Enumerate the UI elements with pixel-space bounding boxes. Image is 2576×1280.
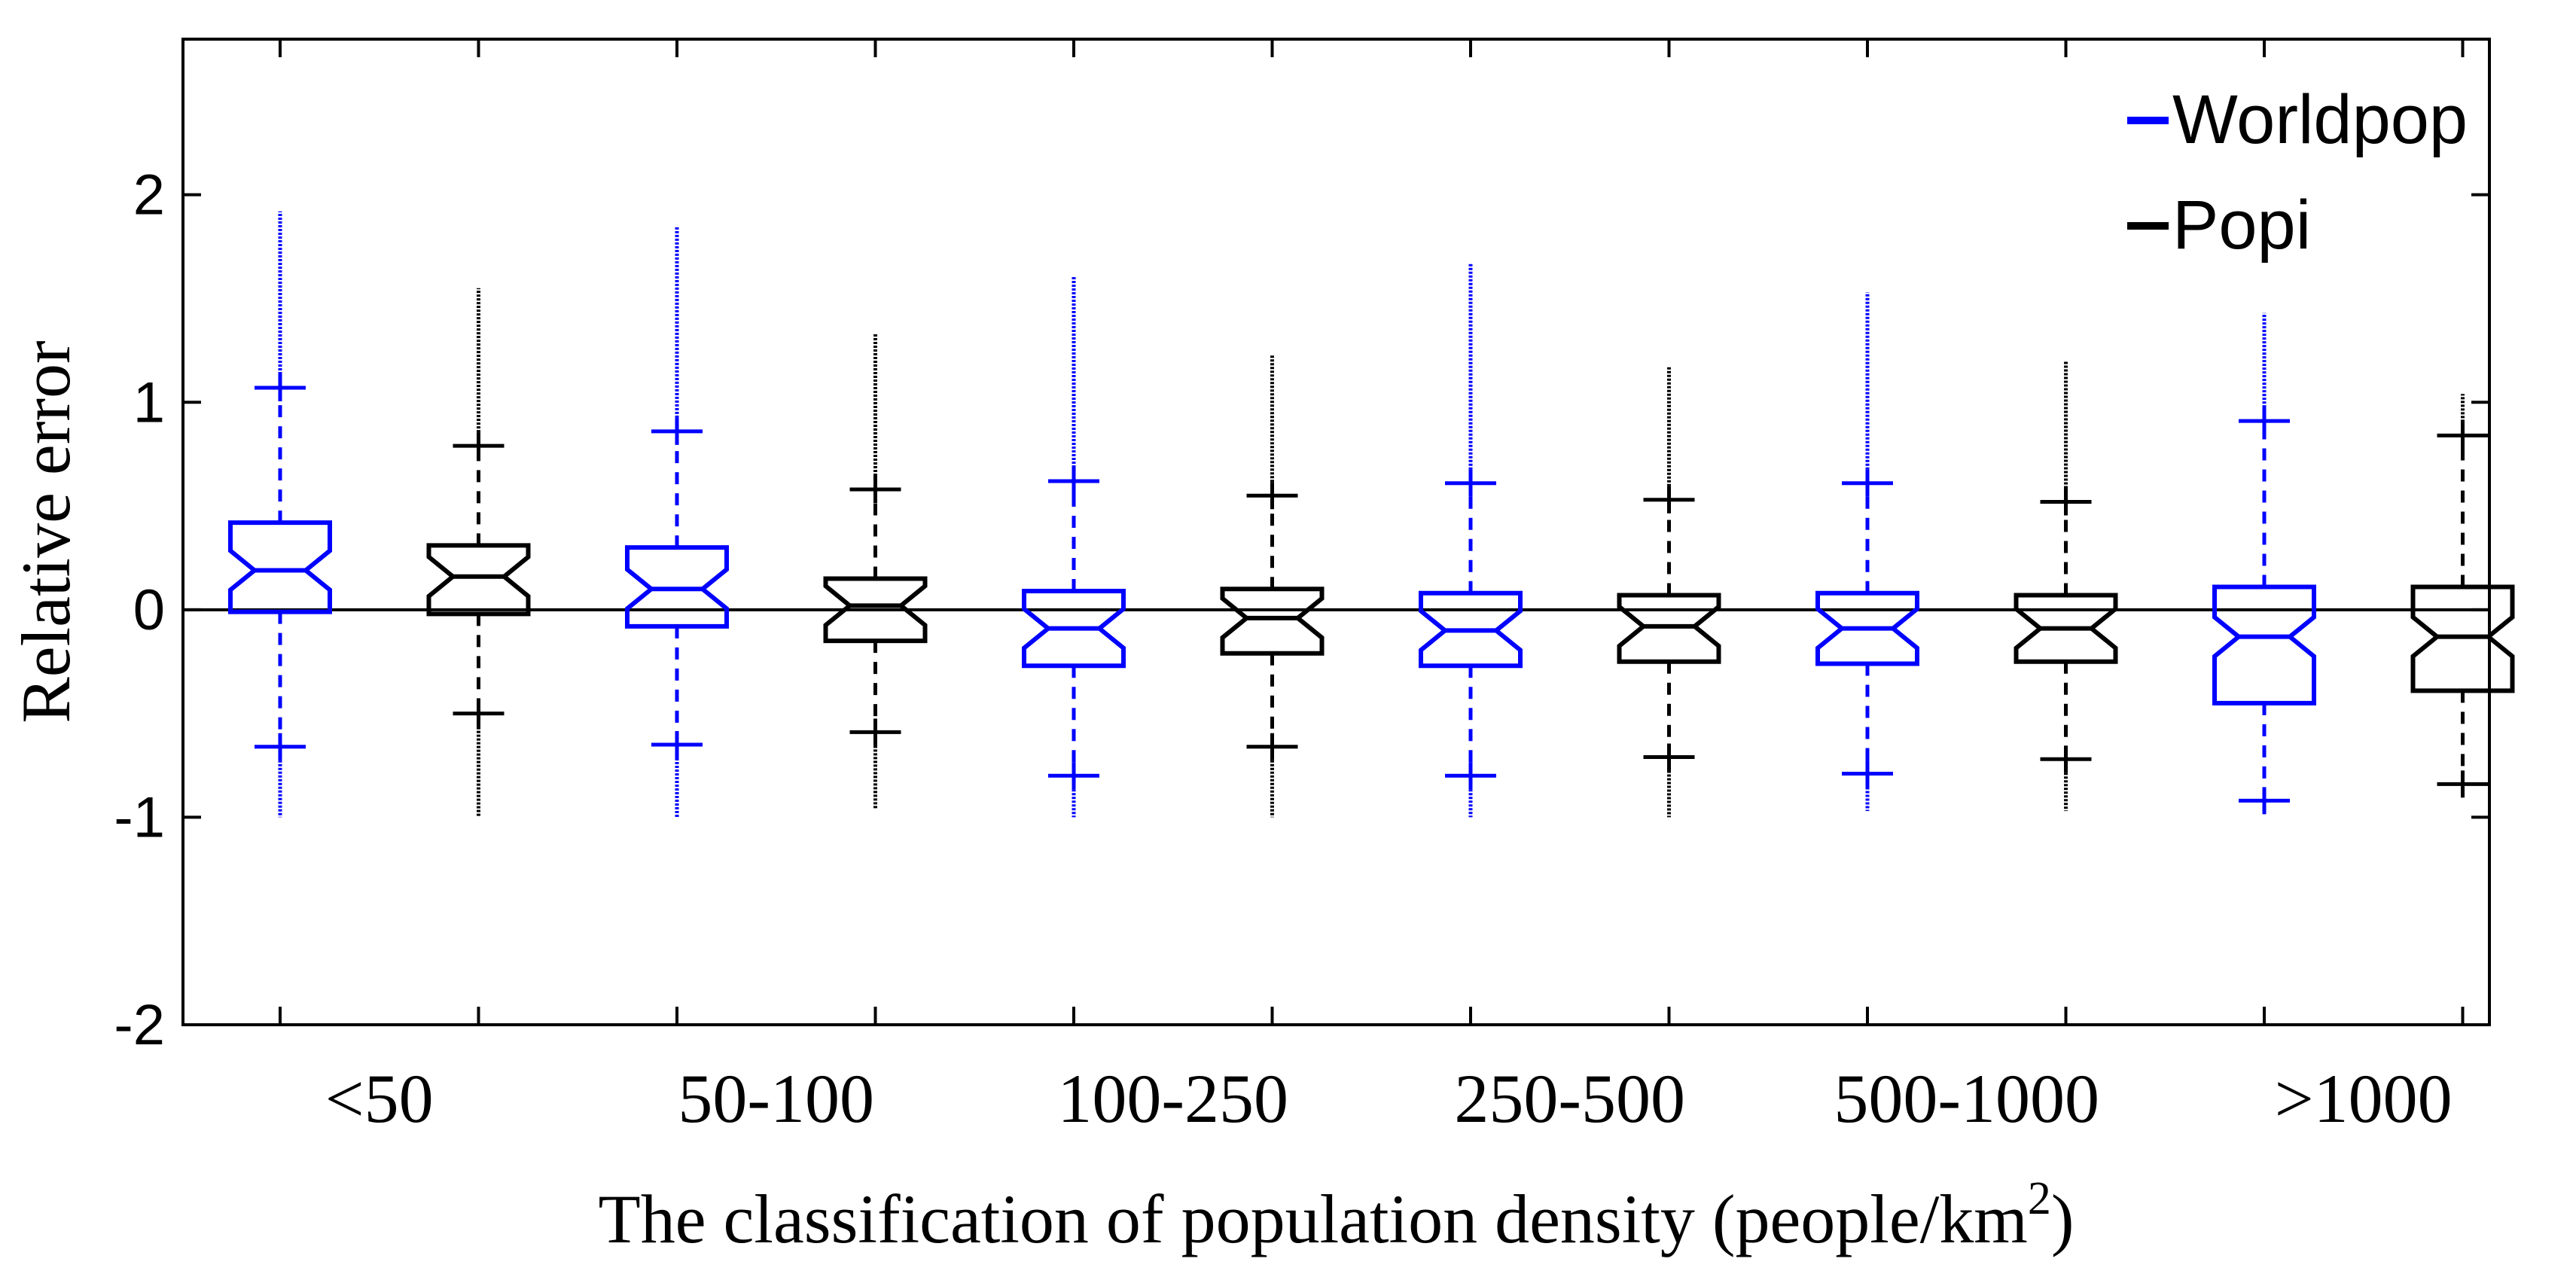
notched-box-popi <box>1617 593 1721 664</box>
category-label: 100-250 <box>1057 1060 1288 1137</box>
category-label: 250-500 <box>1454 1060 1685 1137</box>
notched-box-popi <box>426 543 531 617</box>
category-label: 500-1000 <box>1834 1060 2099 1137</box>
notched-box-worldpop <box>625 545 729 629</box>
notched-box-worldpop <box>228 520 332 614</box>
y-axis-label: Relative error <box>8 340 84 723</box>
x-axis-label: The classification of population density… <box>599 1173 2075 1257</box>
notched-box-popi <box>1220 587 1325 656</box>
x-axis-label-end: ) <box>2051 1181 2075 1257</box>
category-label: <50 <box>325 1060 434 1137</box>
y-tick-label: 1 <box>133 370 165 434</box>
notched-box-worldpop <box>1815 590 1919 666</box>
y-tick-label: 0 <box>133 578 165 642</box>
y-tick-label: -2 <box>114 993 165 1057</box>
x-axis-label-superscript: 2 <box>2028 1173 2051 1224</box>
category-label: 50-100 <box>678 1060 874 1137</box>
notched-box-worldpop <box>2212 584 2316 706</box>
y-tick-label: -1 <box>114 785 165 849</box>
notched-box-worldpop <box>1419 590 1523 669</box>
plot-frame <box>181 38 2491 1026</box>
notched-box-worldpop <box>1022 589 1126 669</box>
notched-box-popi <box>2014 593 2118 664</box>
y-tick-label: 2 <box>133 163 165 227</box>
x-axis-label-main: The classification of population density… <box>599 1181 2028 1257</box>
notched-box-popi <box>2410 584 2515 693</box>
legend-label-popi: Popi <box>2172 187 2311 264</box>
legend-label-worldpop: Worldpop <box>2172 81 2468 158</box>
category-label: >1000 <box>2275 1060 2453 1137</box>
notched-box-popi <box>823 576 928 644</box>
